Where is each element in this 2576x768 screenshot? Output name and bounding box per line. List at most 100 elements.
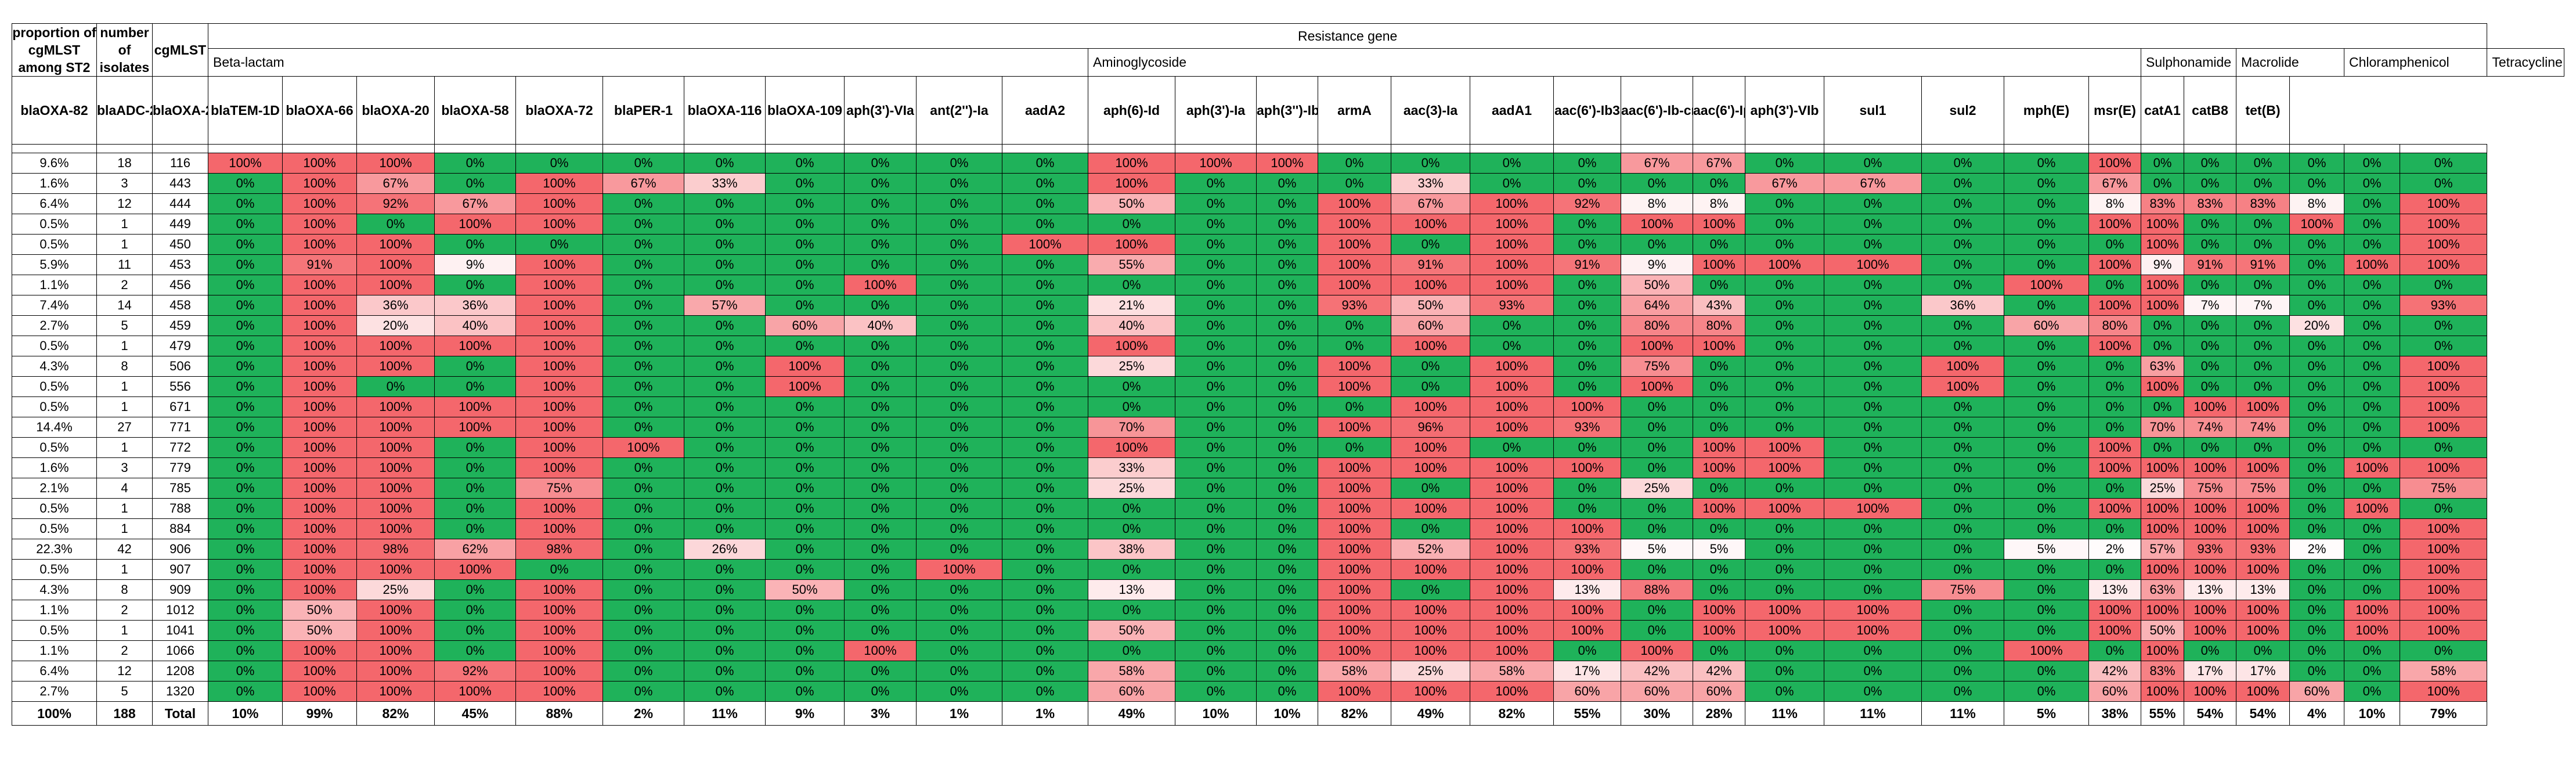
gene-value-cell: 100%: [1391, 498, 1470, 519]
gene-value-cell: 0%: [765, 417, 845, 438]
gene-value-cell: 0%: [844, 579, 917, 600]
group-header: Aminoglycoside: [1088, 48, 2141, 77]
isolates-cell: 1: [96, 376, 153, 397]
gene-value-cell: 98%: [515, 539, 603, 560]
total-value-cell: 5%: [2004, 701, 2089, 726]
gene-value-cell: 100%: [282, 376, 357, 397]
gene-value-cell: 0%: [602, 579, 684, 600]
gene-value-cell: 100%: [282, 579, 357, 600]
gene-value-cell: 0%: [2344, 417, 2400, 438]
cgmlst-cell: 906: [152, 539, 208, 560]
gene-value-cell: 0%: [1824, 295, 1922, 316]
gene-value-cell: 0%: [1921, 234, 2004, 255]
gene-value-cell: 75%: [1921, 579, 2004, 600]
gene-value-cell: 60%: [1088, 681, 1175, 702]
gene-value-cell: 92%: [356, 193, 435, 214]
gene-value-cell: 0%: [1824, 275, 1922, 295]
gene-value-cell: 100%: [2399, 600, 2488, 621]
gene-value-cell: 0%: [1256, 620, 1318, 641]
isolates-cell: 4: [96, 478, 153, 499]
gene-value-cell: 100%: [1693, 336, 1745, 356]
gene-value-cell: 0%: [434, 173, 516, 194]
gene-header: aac(6')-Ip: [1693, 76, 1745, 145]
isolates-cell: 1: [96, 620, 153, 641]
gene-value-cell: 100%: [765, 356, 845, 377]
gene-value-cell: 0%: [2344, 336, 2400, 356]
gene-value-cell: 0%: [765, 620, 845, 641]
gene-value-cell: 100%: [1470, 640, 1554, 661]
gene-value-cell: 38%: [1088, 539, 1175, 560]
gene-value-cell: 0%: [2236, 234, 2290, 255]
spacer-cell: [1318, 144, 1391, 153]
gene-value-cell: 100%: [515, 356, 603, 377]
gene-value-cell: 0%: [765, 153, 845, 174]
gene-value-cell: 0%: [602, 356, 684, 377]
isolates-cell: 1: [96, 437, 153, 458]
spacer-cell: [1824, 144, 1922, 153]
gene-value-cell: 100%: [2236, 600, 2290, 621]
gene-value-cell: 0%: [684, 640, 766, 661]
gene-value-cell: 100%: [1318, 498, 1391, 519]
gene-value-cell: 0%: [1175, 193, 1257, 214]
gene-value-cell: 43%: [1693, 295, 1745, 316]
gene-value-cell: 100%: [515, 417, 603, 438]
gene-value-cell: 0%: [1088, 498, 1175, 519]
gene-value-cell: 58%: [1088, 661, 1175, 682]
gene-value-cell: 100%: [282, 336, 357, 356]
gene-value-cell: 100%: [1693, 214, 1745, 235]
gene-value-cell: 100%: [1318, 579, 1391, 600]
gene-value-cell: 0%: [602, 315, 684, 336]
gene-value-cell: 80%: [1693, 315, 1745, 336]
gene-value-cell: 100%: [2399, 620, 2488, 641]
spacer-cell: [684, 144, 766, 153]
gene-value-cell: 0%: [2399, 173, 2488, 194]
gene-value-cell: 0%: [1621, 620, 1693, 641]
gene-value-cell: 0%: [765, 559, 845, 580]
total-value-cell: 55%: [1553, 701, 1621, 726]
gene-value-cell: 0%: [2184, 214, 2236, 235]
gene-value-cell: 0%: [1553, 234, 1621, 255]
gene-value-cell: 0%: [684, 579, 766, 600]
gene-value-cell: 0%: [1553, 315, 1621, 336]
gene-value-cell: 0%: [1745, 315, 1824, 336]
gene-value-cell: 100%: [2141, 457, 2184, 478]
gene-value-cell: 0%: [684, 214, 766, 235]
gene-value-cell: 0%: [1553, 498, 1621, 519]
gene-value-cell: 100%: [515, 295, 603, 316]
gene-value-cell: 0%: [916, 579, 1002, 600]
gene-value-cell: 0%: [2004, 153, 2089, 174]
gene-value-cell: 0%: [2004, 579, 2089, 600]
gene-value-cell: 0%: [1621, 518, 1693, 539]
cgmlst-cell: 779: [152, 457, 208, 478]
gene-value-cell: 0%: [434, 356, 516, 377]
gene-value-cell: 0%: [2184, 356, 2236, 377]
gene-value-cell: 0%: [1553, 376, 1621, 397]
gene-value-cell: 0%: [916, 295, 1002, 316]
gene-value-cell: 0%: [1824, 640, 1922, 661]
gene-value-cell: 100%: [515, 214, 603, 235]
gene-value-cell: 0%: [1921, 559, 2004, 580]
gene-value-cell: 83%: [2141, 193, 2184, 214]
isolates-cell: 18: [96, 153, 153, 174]
gene-value-cell: 0%: [2088, 396, 2141, 417]
gene-value-cell: 0%: [2088, 356, 2141, 377]
cgmlst-cell: 1012: [152, 600, 208, 621]
gene-value-cell: 60%: [2004, 315, 2089, 336]
gene-value-cell: 0%: [1921, 518, 2004, 539]
proportion-cell: 0.5%: [12, 437, 97, 458]
gene-value-cell: 100%: [282, 396, 357, 417]
gene-value-cell: 0%: [916, 661, 1002, 682]
isolates-cell: 8: [96, 579, 153, 600]
gene-value-cell: 100%: [1470, 559, 1554, 580]
gene-value-cell: 0%: [1175, 437, 1257, 458]
proportion-cell: 0.5%: [12, 498, 97, 519]
cgmlst-cell: 453: [152, 254, 208, 275]
gene-value-cell: 57%: [684, 295, 766, 316]
gene-value-cell: 100%: [1470, 681, 1554, 702]
gene-value-cell: 0%: [602, 234, 684, 255]
gene-value-cell: 100%: [515, 579, 603, 600]
total-value-cell: 79%: [2399, 701, 2488, 726]
gene-value-cell: 0%: [844, 661, 917, 682]
gene-value-cell: 13%: [2184, 579, 2236, 600]
gene-value-cell: 0%: [2289, 478, 2344, 499]
